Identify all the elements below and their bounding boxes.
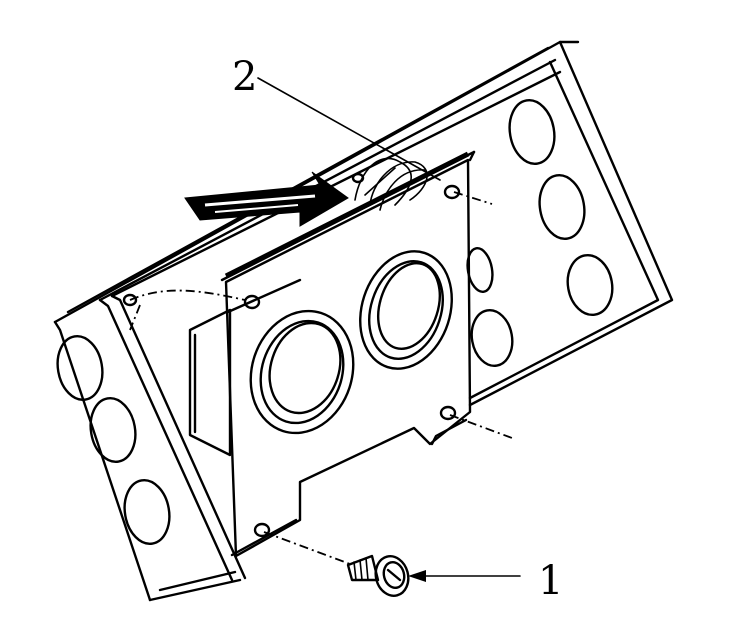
screw bbox=[346, 554, 410, 597]
plate-port-right bbox=[359, 250, 453, 370]
rail-screw-holes bbox=[122, 172, 365, 307]
mounting-plate bbox=[220, 150, 476, 558]
callout-leader-1 bbox=[408, 570, 521, 582]
alignment-lines bbox=[129, 191, 513, 565]
callout-label-1: 1 bbox=[538, 558, 563, 604]
rail-frame bbox=[53, 40, 674, 602]
plate-port-left bbox=[249, 309, 355, 435]
module-block bbox=[188, 278, 302, 457]
callout-label-2: 2 bbox=[232, 54, 257, 100]
rail-holes bbox=[56, 99, 614, 545]
callout-leader-2 bbox=[257, 77, 441, 181]
insert-direction-arrow bbox=[184, 171, 349, 227]
